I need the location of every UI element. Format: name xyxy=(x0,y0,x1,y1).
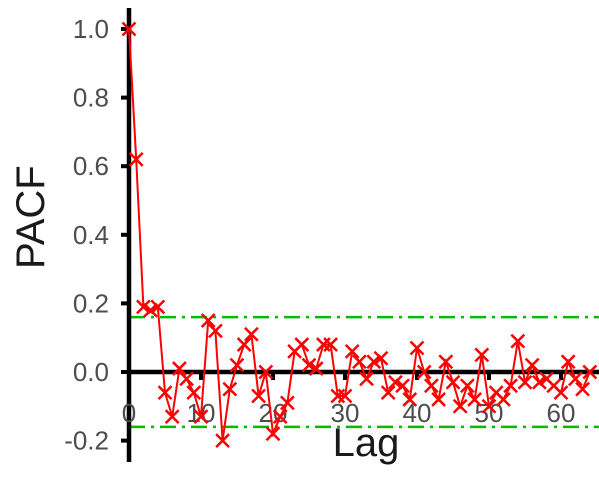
pacf-point xyxy=(524,357,540,373)
y-tick-label: 0.6 xyxy=(73,151,109,181)
pacf-point xyxy=(251,388,266,404)
pacf-point xyxy=(157,385,173,400)
pacf-point xyxy=(136,299,151,315)
pacf-point xyxy=(352,354,367,370)
pacf-point xyxy=(308,361,324,376)
pacf-point xyxy=(467,392,482,407)
pacf-point xyxy=(236,337,252,352)
pacf-point xyxy=(200,313,216,328)
pacf-point xyxy=(121,21,137,37)
pacf-point xyxy=(553,385,569,400)
pacf-point xyxy=(438,354,454,370)
pacf-point xyxy=(416,364,432,380)
pacf-point xyxy=(568,371,583,387)
x-tick-label: 0 xyxy=(122,398,136,428)
pacf-point xyxy=(244,326,259,342)
pacf-point xyxy=(409,340,425,356)
pacf-point xyxy=(229,357,245,373)
x-tick-label: 30 xyxy=(331,398,360,428)
y-tick-label: 1.0 xyxy=(73,14,109,44)
pacf-point xyxy=(301,357,317,373)
pacf-point xyxy=(280,395,295,411)
pacf-point xyxy=(424,378,439,394)
pacf-point xyxy=(496,392,511,407)
pacf-point xyxy=(265,426,281,442)
pacf-point xyxy=(575,381,590,397)
pacf-point xyxy=(337,388,353,404)
pacf-point xyxy=(150,299,166,315)
x-tick-label: 60 xyxy=(547,398,576,428)
pacf-point xyxy=(128,151,144,167)
pacf-point xyxy=(431,392,446,407)
pacf-point xyxy=(510,333,526,349)
x-axis-label: Lag xyxy=(332,421,400,465)
pacf-point xyxy=(395,378,410,394)
y-tick-label: 0.0 xyxy=(73,357,109,387)
pacf-point xyxy=(179,371,194,387)
pacf-point xyxy=(272,409,288,424)
y-tick-label: 0.2 xyxy=(73,288,109,318)
pacf-point xyxy=(208,323,223,339)
pacf-point xyxy=(164,409,180,424)
pacf-point xyxy=(222,381,238,397)
pacf-point xyxy=(388,374,403,390)
pacf-point xyxy=(560,354,576,370)
pacf-point xyxy=(481,398,497,414)
pacf-point xyxy=(582,364,598,380)
y-tick-label: 0.4 xyxy=(73,220,109,250)
pacf-point xyxy=(532,374,547,390)
pacf-point xyxy=(452,398,468,414)
pacf-point xyxy=(323,337,338,352)
pacf-point xyxy=(359,371,374,387)
pacf-point xyxy=(503,378,518,394)
pacf-point xyxy=(474,347,490,363)
pacf-point xyxy=(460,378,475,394)
pacf-point xyxy=(517,374,533,390)
pacf-point xyxy=(193,409,209,424)
y-axis-label: PACF xyxy=(9,165,53,269)
pacf-point xyxy=(380,385,396,400)
pacf-point xyxy=(373,350,389,366)
pacf-point xyxy=(445,374,461,390)
pacf-point xyxy=(172,361,187,376)
pacf-point xyxy=(186,385,202,400)
pacf-point xyxy=(215,433,230,448)
pacf-point xyxy=(402,392,418,407)
pacf-point xyxy=(258,364,274,380)
pacf-point xyxy=(294,337,310,352)
pacf-point xyxy=(344,344,360,359)
pacf-point xyxy=(143,302,158,318)
y-tick-label: 0.8 xyxy=(73,83,109,113)
pacf-point xyxy=(366,354,382,370)
y-tick-label: -0.2 xyxy=(64,426,109,456)
